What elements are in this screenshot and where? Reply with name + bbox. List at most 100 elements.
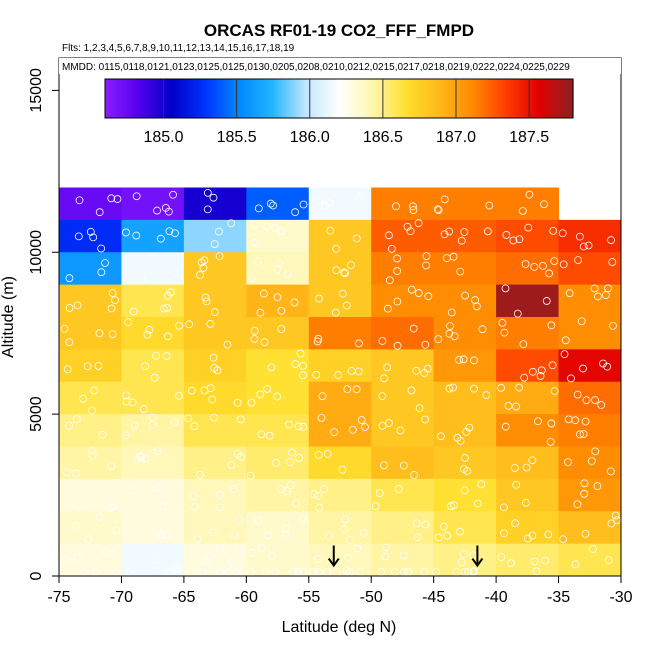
colorbar-segment [557, 79, 560, 118]
sample-point [434, 335, 443, 344]
sample-point [162, 352, 171, 360]
x-axis: -75 -70 -65 -60 -55 -50 -45 -40 -35 -30 [47, 576, 633, 606]
sample-point [256, 308, 265, 317]
sample-point [385, 276, 394, 285]
colorbar-segment [565, 79, 568, 118]
heatmap-cell [371, 381, 435, 415]
sample-point [111, 296, 119, 305]
sample-point [371, 502, 380, 511]
colorbar-segment [110, 79, 114, 118]
sample-point [546, 437, 555, 446]
heatmap-cell [433, 252, 497, 286]
sample-point [203, 205, 212, 214]
sample-point [587, 457, 596, 465]
sample-point [352, 385, 361, 394]
colorbar-segment [151, 79, 155, 118]
colorbar-segment [337, 79, 340, 118]
sample-point [538, 261, 547, 270]
sample-point [340, 268, 349, 277]
heatmap-cell [371, 543, 435, 577]
sample-point [201, 293, 210, 302]
colorbar-segment [491, 79, 494, 118]
colorbar-segment [498, 79, 502, 118]
sample-point [152, 561, 161, 570]
heatmap-cell [496, 414, 560, 447]
colorbar-segment [376, 79, 379, 118]
heatmap-cell [121, 511, 185, 545]
colorbar-segment [463, 79, 467, 118]
colorbar-segment [535, 79, 539, 118]
x-tick-label: -35 [547, 589, 570, 606]
sample-point [607, 236, 615, 244]
colorbar-segment [518, 79, 521, 118]
colorbar-segment [471, 79, 475, 118]
sample-point [253, 257, 262, 266]
sample-point [518, 207, 527, 215]
sample-point [246, 471, 255, 480]
sample-point [74, 232, 83, 241]
colorbar-segment [202, 79, 206, 118]
sample-point [254, 516, 263, 525]
heatmap-cell [183, 187, 247, 221]
chart-title: ORCAS RF01-19 CO2_FFF_FMPD [204, 21, 474, 40]
sample-point [341, 515, 349, 524]
colorbar-segment [276, 79, 280, 118]
y-axis-label: Altitude (m) [0, 276, 17, 358]
colorbar-segment [479, 79, 482, 118]
colorbar-segment [124, 79, 128, 118]
colorbar-segment [138, 79, 141, 118]
sample-point [445, 384, 454, 393]
x-tick-label: -75 [47, 589, 70, 606]
sample-point [325, 198, 334, 207]
sample-point [283, 270, 292, 279]
sample-point [580, 489, 589, 498]
colorbar-segment [333, 79, 336, 118]
sample-point [169, 190, 177, 199]
heatmap-cell [59, 219, 122, 253]
colorbar-segment [569, 79, 572, 118]
colorbar-segment [436, 79, 440, 118]
colorbar-segment [465, 79, 469, 118]
y-tick-label: 0 [28, 571, 45, 580]
sample-point [153, 483, 162, 492]
colorbar-segment [547, 79, 551, 118]
sample-point [200, 386, 209, 395]
sample-point [501, 422, 510, 431]
colorbar-segment [186, 79, 190, 118]
colorbar-segment [247, 79, 250, 118]
colorbar-segment [300, 79, 303, 118]
heatmap-cell [558, 446, 622, 480]
colorbar-segment [442, 79, 445, 118]
heatmap-cell [308, 252, 372, 286]
colorbar-segment [149, 79, 153, 118]
sample-point [334, 371, 343, 379]
colorbar-segment [114, 79, 118, 118]
sample-point [477, 480, 486, 489]
heatmap-cell [246, 187, 310, 221]
sample-point [378, 421, 387, 430]
heatmap-cell [433, 446, 497, 480]
sample-point [143, 330, 152, 339]
sample-point [399, 551, 408, 560]
colorbar-segment [262, 79, 266, 118]
sample-point [210, 364, 219, 372]
flights-label: Flts: 1,2,3,4,5,6,7,8,9,10,11,12,13,14,1… [62, 43, 295, 54]
sample-point [343, 385, 352, 394]
sample-point [156, 234, 165, 243]
colorbar-segment [500, 79, 504, 118]
sample-point [407, 386, 416, 395]
sample-point [561, 336, 570, 345]
heatmap-cell [246, 252, 310, 286]
sample-point [73, 301, 82, 310]
sample-point [200, 256, 209, 265]
sample-point [227, 219, 236, 228]
sample-point [94, 361, 103, 370]
sample-point [456, 267, 465, 276]
colorbar-segment [385, 79, 389, 118]
sample-point [203, 188, 212, 197]
colorbar-segment [473, 79, 477, 118]
colorbar-segment [292, 79, 295, 118]
sample-point [277, 325, 286, 333]
sample-point [113, 195, 122, 203]
